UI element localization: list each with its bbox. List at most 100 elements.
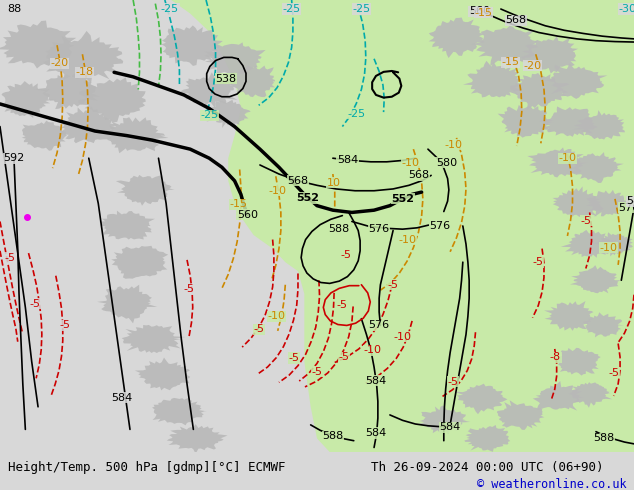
- Text: 552: 552: [297, 193, 320, 203]
- Polygon shape: [497, 400, 545, 430]
- Polygon shape: [59, 106, 118, 143]
- Polygon shape: [116, 175, 174, 206]
- Text: -15: -15: [230, 199, 247, 209]
- Text: -5: -5: [533, 257, 544, 267]
- Text: -5: -5: [288, 353, 300, 363]
- Polygon shape: [107, 117, 169, 153]
- Polygon shape: [498, 105, 553, 138]
- Text: 552: 552: [391, 194, 414, 204]
- Polygon shape: [552, 186, 604, 218]
- Polygon shape: [171, 0, 634, 452]
- Text: 538: 538: [215, 74, 236, 84]
- Text: -10: -10: [402, 158, 420, 168]
- Text: -10: -10: [363, 345, 381, 355]
- Polygon shape: [418, 405, 470, 434]
- Text: -10: -10: [269, 186, 287, 196]
- Text: -10: -10: [399, 235, 417, 245]
- Polygon shape: [1, 81, 56, 118]
- Text: -25: -25: [161, 4, 179, 14]
- Text: 588: 588: [322, 431, 344, 441]
- Text: -5: -5: [311, 367, 323, 376]
- Text: 588: 588: [328, 224, 349, 234]
- Polygon shape: [0, 21, 76, 69]
- Polygon shape: [161, 25, 223, 66]
- Polygon shape: [527, 147, 587, 177]
- Polygon shape: [510, 73, 570, 110]
- Polygon shape: [152, 398, 207, 425]
- Polygon shape: [111, 246, 168, 279]
- Polygon shape: [557, 348, 601, 375]
- Text: 584: 584: [111, 393, 133, 403]
- Polygon shape: [167, 424, 228, 454]
- Polygon shape: [181, 73, 238, 109]
- Text: 560: 560: [236, 210, 258, 220]
- Text: -5: -5: [336, 300, 347, 310]
- Text: 584: 584: [439, 422, 461, 432]
- Text: 560: 560: [469, 6, 490, 16]
- Text: -5: -5: [339, 352, 350, 362]
- Text: -5: -5: [183, 284, 195, 294]
- Text: 592: 592: [3, 153, 25, 163]
- Polygon shape: [464, 425, 510, 452]
- Polygon shape: [454, 384, 507, 414]
- Text: -10: -10: [268, 312, 285, 321]
- Polygon shape: [583, 312, 624, 338]
- Polygon shape: [521, 36, 578, 74]
- Polygon shape: [573, 110, 624, 140]
- Text: -25: -25: [347, 109, 365, 119]
- Polygon shape: [207, 100, 251, 128]
- Polygon shape: [472, 26, 538, 66]
- Text: 568: 568: [408, 171, 429, 180]
- Text: -18: -18: [75, 67, 93, 77]
- Polygon shape: [204, 42, 266, 79]
- Text: 10: 10: [327, 177, 340, 188]
- Polygon shape: [230, 66, 275, 97]
- Text: -5: -5: [253, 324, 264, 334]
- Text: 58: 58: [626, 196, 634, 206]
- Text: 588: 588: [593, 434, 614, 443]
- Polygon shape: [533, 381, 584, 411]
- Text: 584: 584: [365, 428, 386, 438]
- Text: © weatheronline.co.uk: © weatheronline.co.uk: [477, 478, 626, 490]
- Polygon shape: [43, 31, 124, 83]
- Polygon shape: [135, 358, 190, 391]
- Text: 88: 88: [7, 4, 21, 14]
- Text: -20: -20: [51, 58, 68, 68]
- Polygon shape: [544, 301, 594, 331]
- Text: -5: -5: [387, 280, 399, 290]
- Polygon shape: [429, 18, 484, 58]
- Text: -25: -25: [200, 110, 218, 120]
- Text: 568: 568: [505, 15, 527, 25]
- Polygon shape: [569, 152, 624, 183]
- Polygon shape: [546, 63, 607, 99]
- Polygon shape: [34, 74, 100, 109]
- Polygon shape: [560, 230, 617, 258]
- Polygon shape: [99, 211, 155, 240]
- Text: Height/Temp. 500 hPa [gdmp][°C] ECMWF: Height/Temp. 500 hPa [gdmp][°C] ECMWF: [8, 461, 285, 474]
- Polygon shape: [78, 77, 146, 122]
- Polygon shape: [586, 190, 630, 217]
- Text: -25: -25: [353, 4, 370, 14]
- Polygon shape: [570, 265, 621, 293]
- Text: -5: -5: [29, 299, 41, 309]
- Text: Th 26-09-2024 00:00 UTC (06+90): Th 26-09-2024 00:00 UTC (06+90): [371, 461, 604, 474]
- Text: -20: -20: [524, 61, 541, 71]
- Text: 576: 576: [368, 320, 390, 330]
- Text: -25: -25: [283, 4, 301, 14]
- Polygon shape: [593, 232, 633, 256]
- Text: 576: 576: [429, 221, 451, 231]
- Polygon shape: [463, 61, 522, 98]
- Text: -10: -10: [600, 243, 618, 253]
- Text: -5: -5: [608, 368, 619, 378]
- Text: 576: 576: [368, 224, 390, 234]
- Text: -5: -5: [447, 377, 458, 387]
- Text: -5: -5: [59, 320, 70, 330]
- Text: 576: 576: [618, 203, 634, 213]
- Text: -15: -15: [474, 8, 492, 18]
- Text: -10: -10: [559, 153, 576, 163]
- Text: -30: -30: [619, 4, 634, 14]
- Text: -5: -5: [4, 253, 16, 263]
- Polygon shape: [97, 285, 157, 323]
- Text: -8: -8: [550, 352, 561, 362]
- Text: -10: -10: [445, 140, 463, 149]
